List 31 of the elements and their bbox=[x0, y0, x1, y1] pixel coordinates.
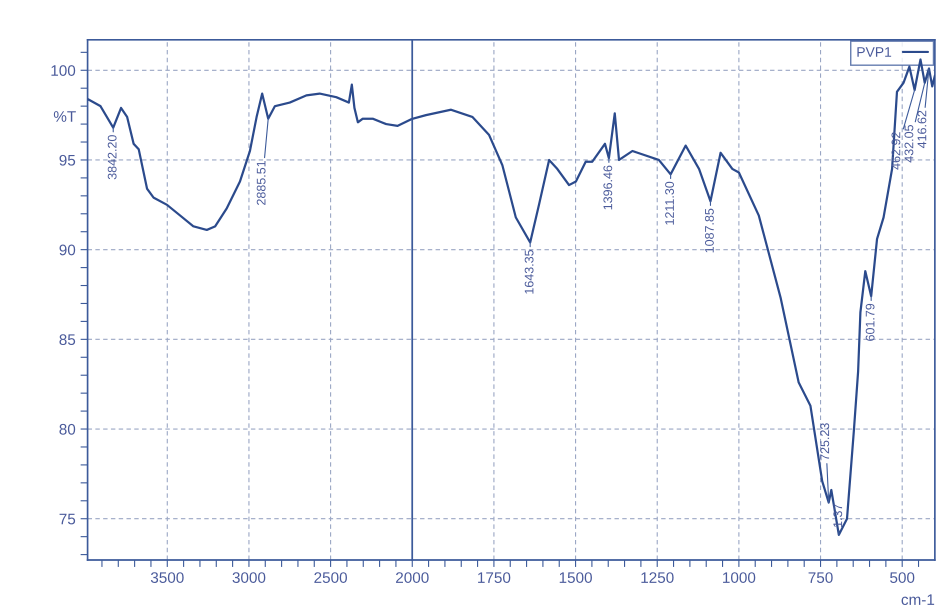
annotation: 1087.85 bbox=[704, 208, 714, 252]
annotation: 1643.35 bbox=[524, 250, 534, 294]
x-tick-label: 1000 bbox=[723, 572, 756, 584]
x-tick-label: 3000 bbox=[232, 572, 266, 584]
annotation: 462.92 bbox=[891, 132, 900, 170]
x-tick-label: 3500 bbox=[150, 572, 184, 584]
x-tick-label: 1500 bbox=[560, 572, 592, 584]
y-tick-label: 80 bbox=[59, 424, 76, 435]
x-tick-label: 2000 bbox=[396, 572, 429, 584]
y-tick-label: 75 bbox=[60, 514, 76, 524]
y-tick-label: 100 bbox=[51, 65, 76, 76]
x-tick-label: 1750 bbox=[478, 572, 510, 584]
annotation: 601.79 bbox=[866, 304, 875, 341]
x-axis-title: cm-1 bbox=[902, 594, 934, 606]
annotation: 2885.51 bbox=[256, 160, 266, 205]
y-tick-label: 95 bbox=[60, 154, 76, 166]
y-tick-label: 85 bbox=[59, 334, 76, 346]
annotation: 1396.46 bbox=[603, 166, 612, 210]
annotation: 1211.30 bbox=[665, 182, 674, 225]
annotation: 1.37 bbox=[833, 504, 842, 527]
annotation: 725.23 bbox=[820, 423, 830, 460]
y-tick-label: 90 bbox=[60, 244, 76, 256]
legend-label: PVP1 bbox=[857, 47, 892, 57]
annotation: 432.05 bbox=[904, 125, 914, 162]
x-tick-label: 2500 bbox=[314, 572, 347, 584]
annotation: 3842.20 bbox=[108, 135, 117, 180]
annotation: 416.62 bbox=[917, 110, 926, 148]
x-tick-label: 750 bbox=[808, 572, 833, 584]
x-tick-label: 1250 bbox=[641, 572, 674, 584]
x-tick-label: 500 bbox=[890, 572, 914, 584]
y-axis-title: %T bbox=[54, 111, 76, 122]
